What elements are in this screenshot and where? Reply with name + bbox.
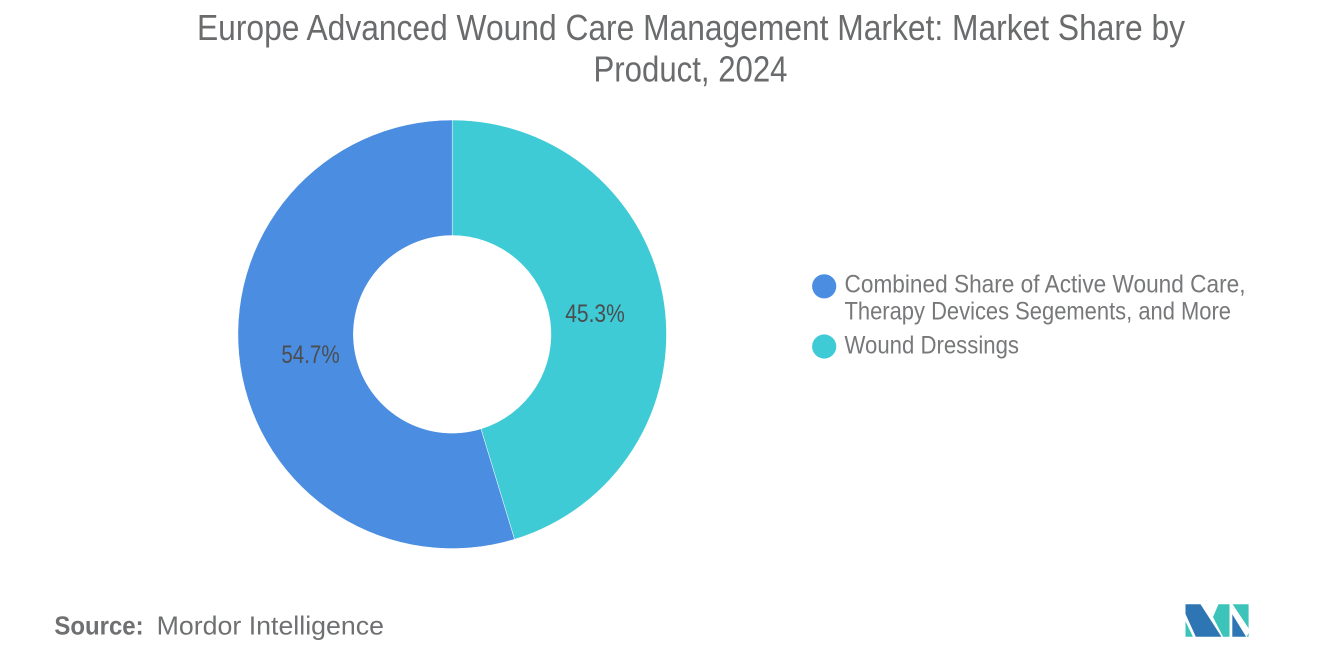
svg-text:Source:: Source:: [54, 611, 143, 641]
svg-text:Mordor Intelligence: Mordor Intelligence: [157, 611, 384, 641]
svg-text:Product, 2024: Product, 2024: [594, 48, 788, 89]
svg-text:54.7%: 54.7%: [281, 341, 339, 369]
svg-text:Europe Advanced Wound Care Man: Europe Advanced Wound Care Management Ma…: [197, 7, 1185, 48]
svg-text:Therapy Devices Segements, and: Therapy Devices Segements, and More: [845, 298, 1232, 326]
svg-text:Wound Dressings: Wound Dressings: [845, 332, 1020, 360]
svg-text:Combined Share of Active Wound: Combined Share of Active Wound Care,: [845, 271, 1246, 299]
svg-text:45.3%: 45.3%: [565, 300, 625, 328]
